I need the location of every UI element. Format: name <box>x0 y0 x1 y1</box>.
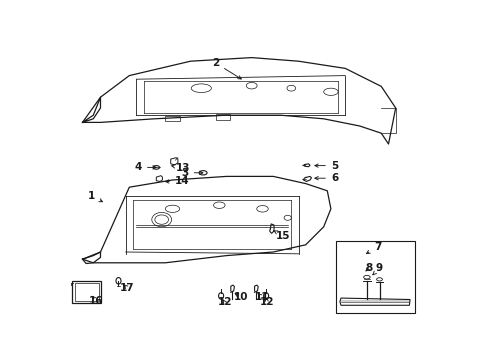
Text: 1: 1 <box>88 191 102 202</box>
Text: 15: 15 <box>273 230 290 241</box>
Text: 6: 6 <box>314 173 337 183</box>
Text: 9: 9 <box>372 263 382 275</box>
Text: 12: 12 <box>259 297 273 307</box>
Text: 5: 5 <box>314 161 337 171</box>
Text: 7: 7 <box>366 242 381 253</box>
Text: 14: 14 <box>165 176 189 186</box>
Text: 4: 4 <box>134 162 156 172</box>
Text: 3: 3 <box>181 168 203 178</box>
Text: 12: 12 <box>217 297 231 307</box>
Text: 17: 17 <box>120 283 135 293</box>
Text: 16: 16 <box>88 296 103 306</box>
Bar <box>72 281 101 303</box>
Text: 2: 2 <box>212 58 241 79</box>
Text: 8: 8 <box>365 263 371 273</box>
Text: 10: 10 <box>233 292 247 302</box>
Bar <box>336 241 415 313</box>
Text: 13: 13 <box>171 163 190 173</box>
Text: 11: 11 <box>254 292 268 302</box>
Bar <box>75 283 99 301</box>
